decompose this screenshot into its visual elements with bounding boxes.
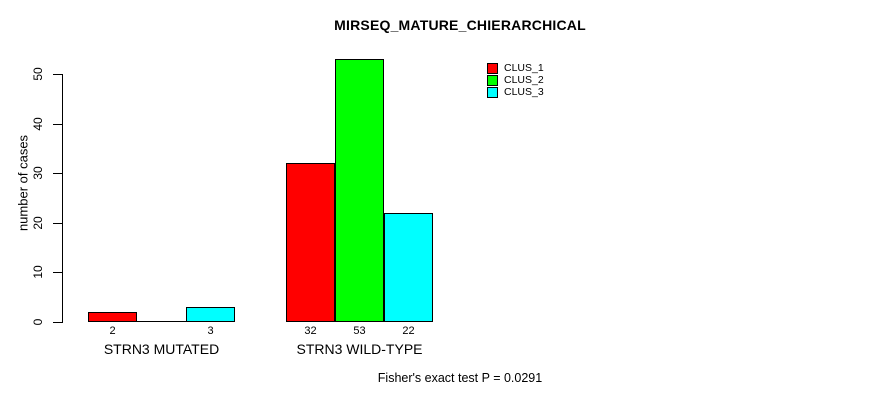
legend-label-clus-3: CLUS_3 xyxy=(504,85,544,98)
y-axis-tick xyxy=(53,173,62,174)
legend-swatch-clus-1 xyxy=(487,62,498,74)
x-axis-category-label: STRN3 WILD-TYPE xyxy=(296,341,423,357)
bar-value-label: 2 xyxy=(109,325,116,337)
bar-clus_3-2 xyxy=(384,213,433,322)
legend-swatch-clus-2 xyxy=(487,74,498,86)
legend-label-clus-1: CLUS_1 xyxy=(504,61,544,74)
y-axis-tick-label-text: 20 xyxy=(31,216,45,230)
x-axis-category-label: STRN3 MUTATED xyxy=(103,341,220,357)
bar-value-label: 22 xyxy=(402,325,415,337)
legend-entry-clus-3: CLUS_3 xyxy=(487,86,544,98)
y-axis-tick-label-text: 40 xyxy=(31,117,45,131)
y-axis-tick xyxy=(53,223,62,224)
bar-clus_1-1 xyxy=(88,312,137,322)
y-axis-tick xyxy=(53,74,62,75)
legend-entry-clus-2: CLUS_2 xyxy=(487,74,544,86)
legend-entry-clus-1: CLUS_1 xyxy=(487,62,544,74)
y-axis-tick-label-text: 0 xyxy=(31,318,45,326)
bar-value-label: 32 xyxy=(304,325,317,337)
legend-label-clus-2: CLUS_2 xyxy=(504,73,544,86)
y-axis-line xyxy=(62,74,63,323)
y-axis-tick-label-text: 10 xyxy=(31,265,45,279)
legend: CLUS_1 CLUS_2 CLUS_3 xyxy=(487,62,544,98)
y-axis-title-text: number of cases xyxy=(15,134,31,232)
bar-value-label: 53 xyxy=(353,325,366,337)
y-axis-tick xyxy=(53,272,62,273)
y-axis-tick xyxy=(53,322,62,323)
y-axis-tick xyxy=(53,124,62,125)
bar-clus_3-1 xyxy=(186,307,235,322)
bar-clus_2-2 xyxy=(335,59,384,322)
bar-value-label: 3 xyxy=(207,325,214,337)
chart-title: MIRSEQ_MATURE_CHIERARCHICAL xyxy=(334,17,586,33)
bar-clus_1-2 xyxy=(286,163,335,322)
fisher-test-annotation: Fisher's exact test P = 0.0291 xyxy=(377,371,543,385)
legend-swatch-clus-3 xyxy=(487,86,498,98)
y-axis-tick-label-text: 50 xyxy=(31,67,45,81)
bar-zero-clus_2-1 xyxy=(137,321,186,322)
y-axis-tick-label-text: 30 xyxy=(31,166,45,180)
